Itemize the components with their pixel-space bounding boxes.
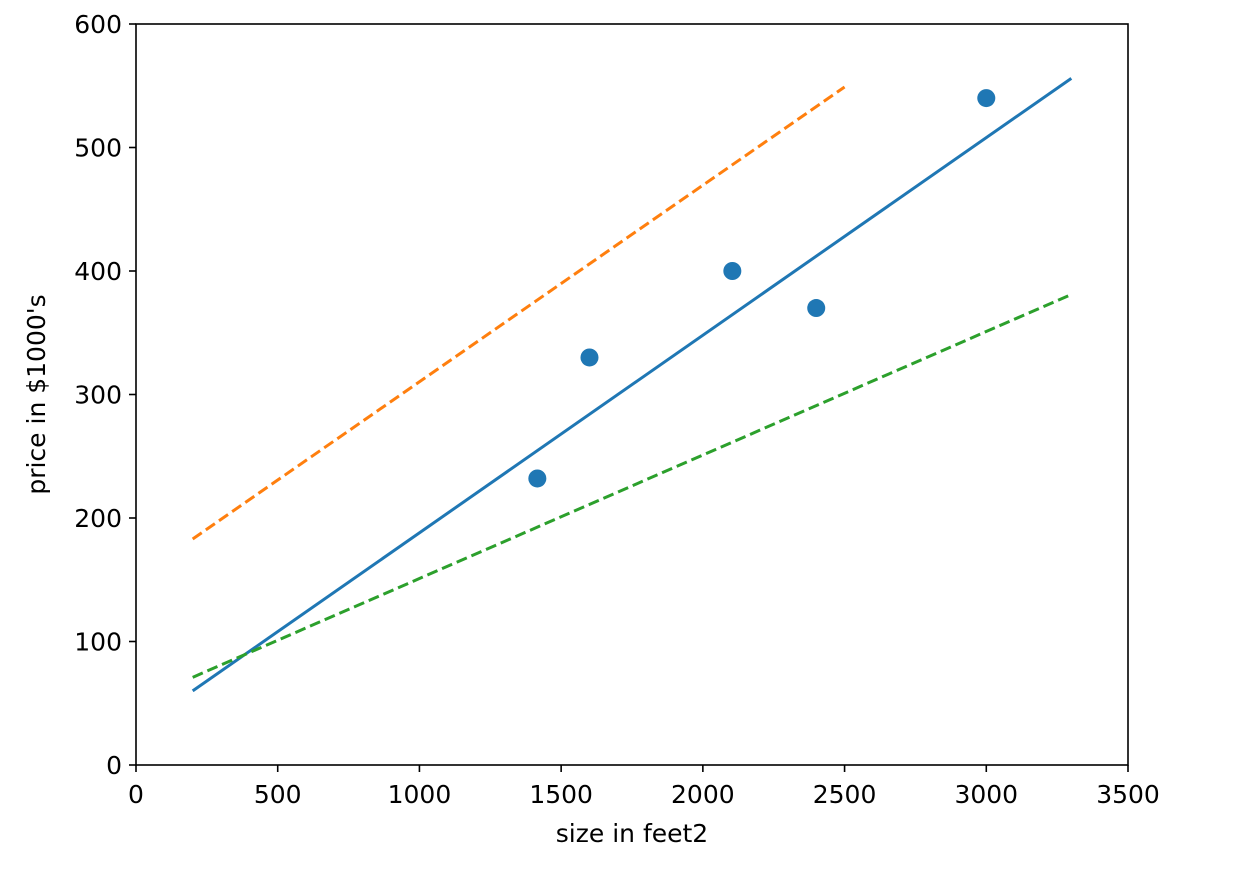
axes-frame [135, 23, 1129, 766]
line-1 [191, 85, 846, 541]
x-tick-label-5: 2500 [813, 780, 877, 809]
data-point-1 [580, 348, 599, 367]
x-tick-label-3: 1500 [529, 780, 593, 809]
x-tick-label-7: 3500 [1096, 780, 1160, 809]
y-tick-label-3: 300 [74, 381, 122, 410]
x-tick-label-6: 3000 [954, 780, 1018, 809]
x-tick-label-4: 2000 [671, 780, 735, 809]
x-tick-label-1: 500 [254, 780, 302, 809]
plot-marks [191, 77, 1073, 693]
y-tick-label-6: 600 [74, 10, 122, 39]
line-2 [192, 293, 1072, 679]
line-0 [191, 77, 1073, 693]
data-point-3 [807, 299, 826, 318]
data-point-2 [723, 262, 742, 280]
data-point-0 [528, 469, 547, 488]
x-axis-ticks: 0 500 1000 1500 2000 2500 3000 3500 [128, 765, 1160, 809]
x-tick-label-0: 0 [128, 780, 144, 809]
y-tick-label-2: 200 [74, 504, 122, 533]
y-tick-label-4: 400 [74, 257, 122, 286]
y-axis-ticks: 0 100 200 300 400 500 600 [74, 10, 136, 780]
x-tick-label-2: 1000 [388, 780, 452, 809]
x-axis-label: size in feet2 [556, 819, 708, 848]
data-point-4 [977, 89, 996, 108]
y-tick-label-0: 0 [106, 751, 122, 780]
y-axis-label: price in $1000's [22, 294, 51, 494]
y-tick-label-1: 100 [74, 628, 122, 657]
y-tick-label-5: 500 [74, 134, 122, 163]
